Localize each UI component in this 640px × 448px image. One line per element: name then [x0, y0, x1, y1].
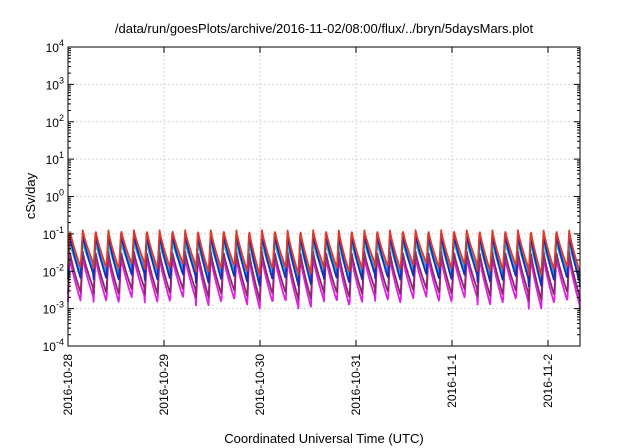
- y-tick-label: 10-4: [43, 337, 64, 354]
- series-line: [67, 250, 581, 302]
- y-tick-label: 101: [46, 150, 64, 167]
- y-tick-label: 10-3: [43, 300, 64, 317]
- x-axis-label: Coordinated Universal Time (UTC): [224, 431, 423, 446]
- chart-title: /data/run/goesPlots/archive/2016-11-02/0…: [115, 21, 534, 36]
- y-axis-label: cSv/day: [23, 172, 38, 219]
- series-line: [67, 233, 581, 288]
- series-group: [67, 229, 581, 310]
- y-tick-label: 102: [46, 113, 64, 130]
- x-tick-label: 2016-10-31: [349, 354, 363, 416]
- x-tick-label: 2016-11-2: [541, 354, 555, 408]
- y-tick-label: 10-1: [43, 225, 64, 242]
- x-tick-label: 2016-10-29: [157, 354, 171, 416]
- y-tick-label: 104: [46, 38, 64, 55]
- plot-frame: [67, 46, 581, 347]
- series-line: [67, 256, 581, 310]
- axes: 10-4 10-3 10-2 10-1 100 101 102 103 104 2016-10-2…: [43, 38, 580, 415]
- y-tick-label: 10-2: [43, 262, 64, 279]
- x-tick-label: 2016-10-30: [253, 354, 267, 416]
- x-tick-label: 2016-11-1: [445, 354, 459, 408]
- series-line: [67, 229, 581, 276]
- y-tick-label: 100: [46, 188, 64, 205]
- x-tick-label: 2016-10-28: [61, 354, 75, 416]
- y-tick-label: 103: [46, 75, 64, 92]
